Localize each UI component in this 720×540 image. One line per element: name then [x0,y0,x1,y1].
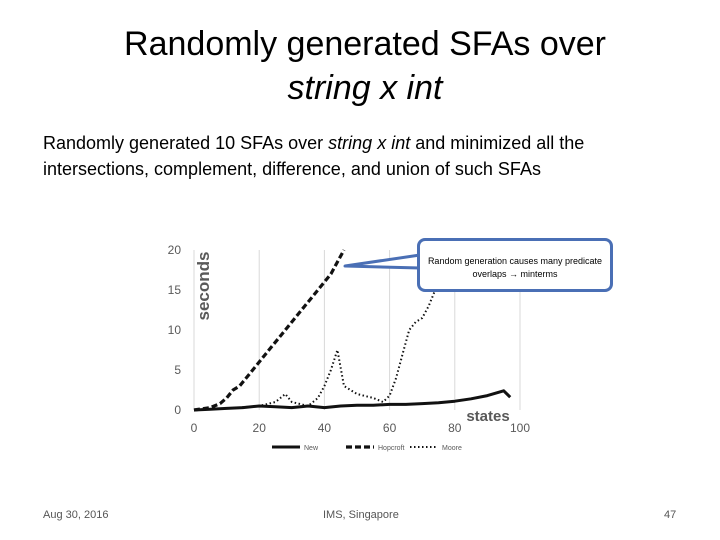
slide-title-line2: string x int [287,69,443,107]
x-tick-label-2: 40 [318,421,332,435]
description-emphasis: string x int [328,133,411,153]
description-text-2: and minimized all the intersections, com… [43,133,585,179]
y-tick-label-4: 20 [168,243,182,257]
legend-label-new: New [304,445,319,452]
x-tick-label-1: 20 [253,421,267,435]
slide-title: Randomly generated SFAs over string x in… [0,22,720,110]
callout-pointer [343,253,422,270]
y-tick-label-2: 10 [168,323,182,337]
x-tick-label-3: 60 [383,421,397,435]
x-tick-label-5: 100 [510,421,530,435]
slide-description: Randomly generated 10 SFAs over string x… [43,130,683,182]
legend-label-moore: Moore [442,445,462,452]
y-axis-label: seconds [194,252,213,321]
x-tick-label-4: 80 [448,421,462,435]
x-axis-label: states [466,408,509,425]
x-tick-label-0: 0 [191,421,198,435]
y-tick-label-0: 0 [174,403,181,417]
series-line-new [193,389,512,412]
footer-date: Aug 30, 2016 [43,509,109,521]
slide-title-line1: Randomly generated SFAs over [124,25,606,63]
footer-page-number: 47 [664,509,677,521]
series-line-hopcroft [193,249,346,412]
y-tick-label-1: 5 [174,363,181,377]
legend-label-hopcroft: Hopcroft [378,445,405,452]
series-line-moore [193,265,456,411]
y-tick-label-3: 15 [168,283,182,297]
callout-box: Random generation causes many predicate … [417,238,613,292]
footer-venue: IMS, Singapore [323,509,399,521]
description-text-1: Randomly generated 10 SFAs over [43,133,329,153]
